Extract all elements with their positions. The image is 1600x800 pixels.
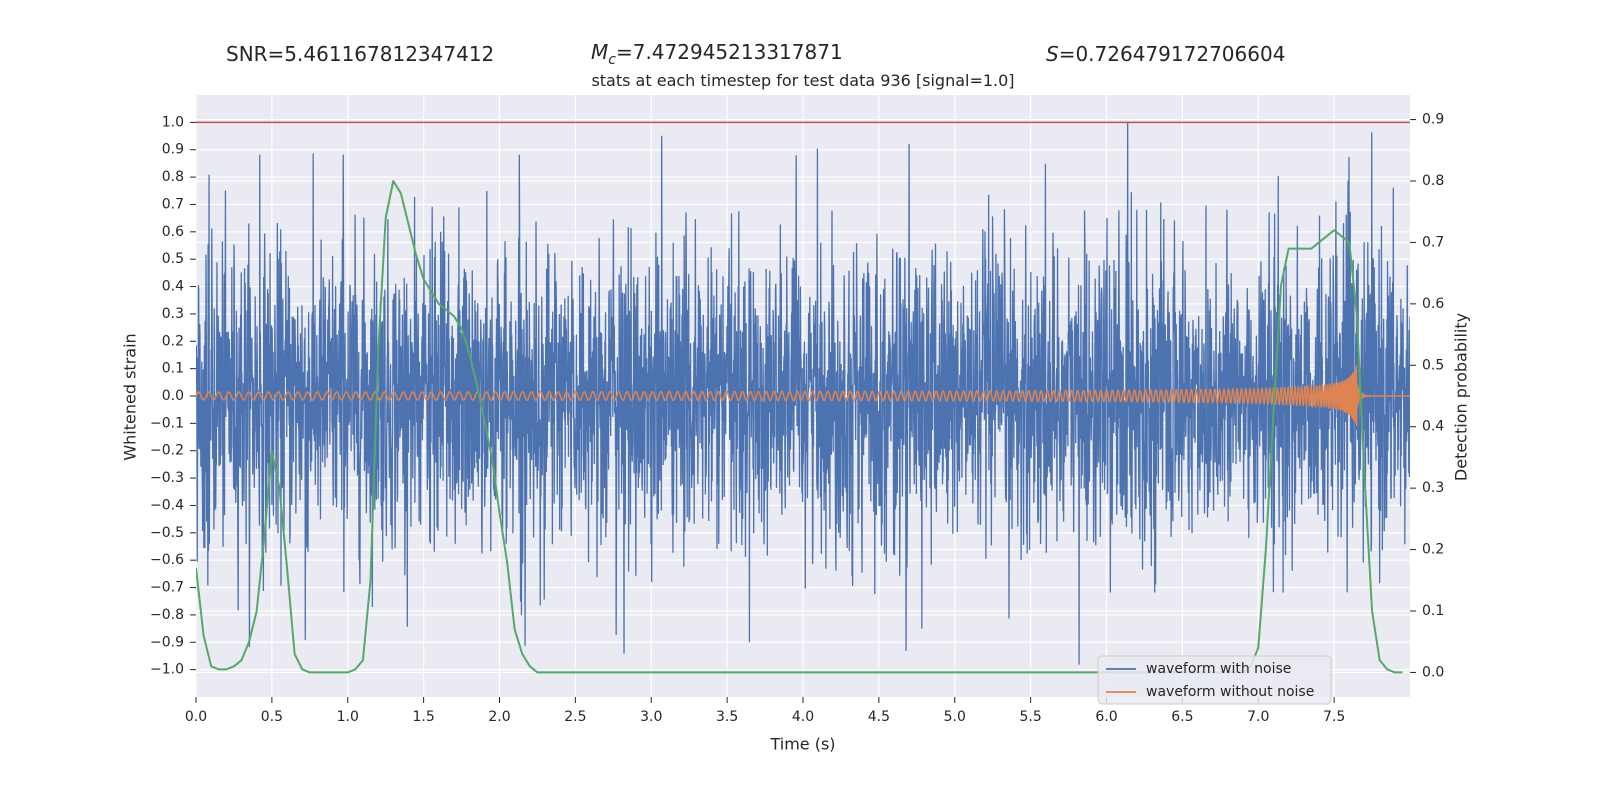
y-tick-label: −0.4 (150, 497, 184, 513)
y2-tick-label: 0.9 (1422, 112, 1444, 128)
y-tick-label: −0.7 (150, 580, 184, 596)
x-tick-label: 0.5 (261, 709, 283, 725)
x-tick-label: 2.5 (564, 709, 586, 725)
x-tick-label: 6.0 (1095, 709, 1117, 725)
y-tick-label: 0.4 (162, 279, 184, 295)
x-tick-label: 0.0 (185, 709, 207, 725)
y-axis-left: 1.0 0.9 0.8 0.7 0.6 0.5 0.4 0.3 0.2 0.1 0.0 −0.1 −0.… (150, 114, 196, 678)
x-tick-label: 4.0 (792, 709, 814, 725)
y-tick-label: −0.2 (150, 443, 184, 459)
legend: waveform with noise waveform without nois… (1097, 655, 1332, 705)
y-tick-label: 1.0 (162, 114, 184, 130)
y-tick-label: 0.2 (162, 333, 184, 349)
y-tick-label: −0.9 (150, 634, 184, 650)
y-tick-label: −0.8 (150, 607, 184, 623)
x-tick-label: 1.5 (412, 709, 434, 725)
x-tick-label: 3.5 (716, 709, 738, 725)
y-tick-label: 0.5 (162, 251, 184, 267)
y2-tick-label: 0.6 (1422, 296, 1444, 312)
probability-line (196, 180, 1403, 674)
x-tick-label: 2.0 (488, 709, 510, 725)
y2-tick-label: 0.7 (1422, 234, 1444, 250)
x-tick-label: 5.5 (1019, 709, 1041, 725)
x-tick-label: 5.0 (944, 709, 966, 725)
y-tick-label: −0.3 (150, 470, 184, 486)
y2-tick-label: 0.3 (1422, 480, 1444, 496)
noise-line (196, 121, 1410, 665)
y2-tick-label: 0.4 (1422, 419, 1444, 435)
y2-tick-label: 0.5 (1422, 357, 1444, 373)
y2-tick-label: 0.0 (1422, 664, 1444, 680)
legend-box (1097, 655, 1332, 705)
y-tick-label: −0.5 (150, 525, 184, 541)
y-tick-label: −1.0 (150, 662, 184, 678)
snr-label: SNR=5.461167812347412 (226, 42, 495, 66)
y-tick-label: 0.8 (162, 169, 184, 185)
x-tick-label: 6.5 (1171, 709, 1193, 725)
y-tick-label: 0.7 (162, 196, 184, 212)
x-tick-label: 3.0 (640, 709, 662, 725)
series-detection-probability (196, 180, 1403, 674)
y-tick-label: 0.6 (162, 224, 184, 240)
y-tick-label: 0.3 (162, 306, 184, 322)
x-tick-label: 7.0 (1247, 709, 1269, 725)
y-tick-label: −0.1 (150, 415, 184, 431)
chirp-line (196, 364, 1410, 427)
y-axis-right: 0.9 0.8 0.7 0.6 0.5 0.4 0.3 0.2 0.1 0.0 (1410, 112, 1444, 680)
y-tick-label: −0.6 (150, 552, 184, 568)
series-waveform-without-noise (196, 364, 1410, 427)
chart-title: stats at each timestep for test data 936… (591, 71, 1015, 90)
y-tick-label: 0.9 (162, 142, 184, 158)
legend-entry-1: waveform without noise (1146, 684, 1314, 700)
y2-tick-label: 0.2 (1422, 542, 1444, 558)
y2-tick-label: 0.8 (1422, 173, 1444, 189)
s-value-label: S=0.726479172706604 (1046, 42, 1286, 66)
y-axis-label: Whitened strain (121, 333, 140, 460)
x-axis-label: Time (s) (769, 735, 835, 754)
x-tick-label: 7.5 (1323, 709, 1345, 725)
series-waveform-with-noise (196, 121, 1410, 665)
x-axis: 0.0 0.5 1.0 1.5 2.0 2.5 3.0 3.5 4.0 4.5 5.0 5.5 6.0 6… (185, 697, 1345, 725)
y-tick-label: 0.1 (162, 361, 184, 377)
legend-entry-0: waveform with noise (1146, 661, 1291, 677)
y2-axis-label: Detection probability (1452, 313, 1471, 481)
y-tick-label: 0.0 (162, 388, 184, 404)
x-tick-label: 4.5 (868, 709, 890, 725)
x-tick-label: 1.0 (337, 709, 359, 725)
y2-tick-label: 0.1 (1422, 603, 1444, 619)
chirp-mass-label: Mc=7.472945213317871 (591, 40, 843, 68)
